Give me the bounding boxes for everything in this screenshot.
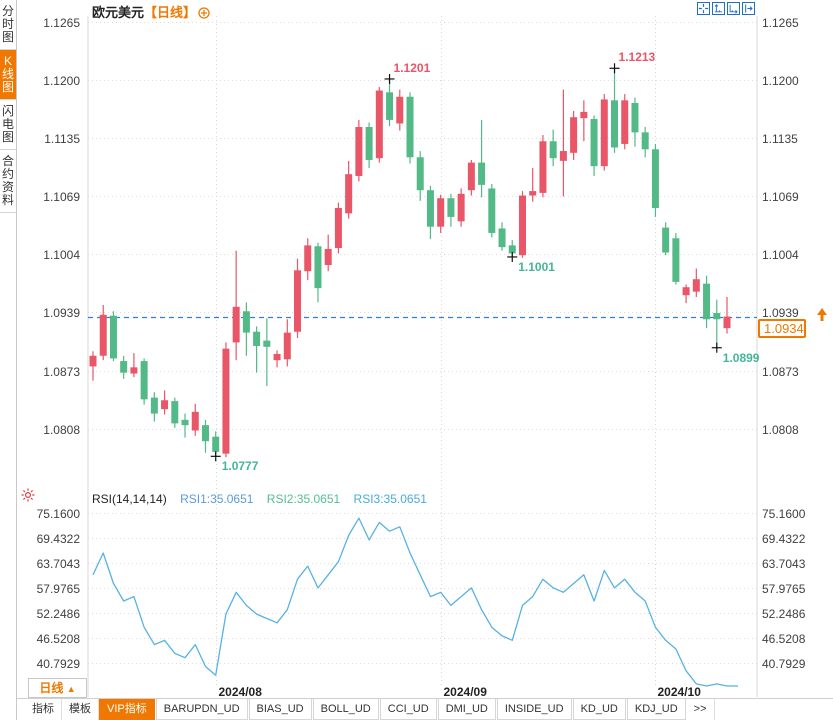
high-price-annotation: 1.1201 (393, 60, 431, 75)
add-circle-icon[interactable] (198, 7, 210, 22)
indicator-tab-boll-ud[interactable]: BOLL_UD (312, 699, 379, 720)
price-axis-label-left: 1.1200 (43, 73, 80, 88)
indicator-tab-cci-ud[interactable]: CCI_UD (379, 699, 437, 720)
indicator-tab-模板[interactable]: 模板 (62, 699, 99, 720)
rsi3-value-label: RSI3:35.0651 (353, 492, 427, 506)
zoom-axis-horizontal-icon[interactable] (727, 2, 740, 15)
indicator-tab--[interactable]: >> (687, 699, 715, 720)
rsi-header: RSI(14,14,14) RSI1:35.0651 RSI2:35.0651 … (92, 490, 427, 508)
rsi-axis-label-right: 46.5208 (762, 631, 806, 646)
price-axis-label-right: 1.1004 (762, 247, 799, 262)
rsi-axis-label-left: 57.9765 (36, 581, 80, 596)
rsi-axis-label-left: 40.7929 (36, 656, 80, 671)
symbol-name: 欧元美元 (92, 5, 145, 20)
price-axis-label-left: 1.0873 (43, 364, 80, 379)
price-axis-label-right: 1.0808 (762, 422, 799, 437)
price-axis-label-left: 1.1069 (43, 189, 80, 204)
pan-crosshair-icon[interactable] (697, 2, 710, 15)
rsi-axis-label-right: 57.9765 (762, 581, 806, 596)
sidebar-item-1[interactable]: 分时图 (0, 0, 16, 50)
price-axis-label-right: 1.0939 (762, 305, 799, 320)
low-price-annotation: 1.1001 (518, 259, 555, 274)
scroll-to-latest-icon[interactable] (742, 2, 755, 15)
period-selector[interactable]: 日线 ▲ (28, 678, 87, 698)
indicator-tab-kdj-ud[interactable]: KDJ_UD (626, 699, 686, 720)
rsi-axis-label-left: 52.2486 (36, 606, 80, 621)
period-selector-label: 日线 (39, 681, 64, 695)
indicator-tab-barupdn-ud[interactable]: BARUPDN_UD (155, 699, 248, 720)
rsi-axis-label-right: 63.7043 (762, 556, 806, 571)
price-axis-label-right: 1.1069 (762, 189, 799, 204)
indicator-tab-vip指标[interactable]: VIP指标 (99, 699, 155, 720)
chart-toolbar (697, 2, 755, 15)
x-axis-month-label: 2024/08 (218, 685, 262, 699)
price-axis-label-right: 1.0873 (762, 364, 799, 379)
price-axis-label-left: 1.0808 (43, 422, 80, 437)
rsi-axis-label-left: 69.4322 (36, 531, 80, 546)
price-axis-label-right: 1.1135 (762, 131, 798, 146)
sidebar-item-2[interactable]: K线图 (0, 50, 16, 100)
indicator-tab-bar: 指标 模板 VIP指标 BARUPDN_UD BIAS_UD BOLL_UD CCI_UD D… (17, 698, 833, 720)
price-axis-label-left: 1.1004 (43, 247, 80, 262)
low-price-annotation: 1.0899 (722, 350, 760, 365)
rsi-params-label: RSI(14,14,14) (92, 492, 167, 506)
x-axis-month-label: 2024/09 (443, 685, 487, 699)
indicator-tab-bias-ud[interactable]: BIAS_UD (248, 699, 312, 720)
rsi-axis-label-right: 69.4322 (762, 531, 806, 546)
price-axis-label-left: 1.1265 (43, 15, 80, 30)
rsi1-value-label: RSI1:35.0651 (180, 492, 254, 506)
sidebar-item-4[interactable]: 合约资料 (0, 150, 16, 213)
chart-title: 欧元美元【日线】 (92, 2, 210, 20)
rsi-axis-label-left: 46.5208 (36, 631, 80, 646)
indicator-tab-kd-ud[interactable]: KD_UD (572, 699, 626, 720)
indicator-tab-dmi-ud[interactable]: DMI_UD (437, 699, 496, 720)
indicator-tab-指标[interactable]: 指标 (25, 699, 62, 720)
price-axis-label-right: 1.1265 (762, 15, 799, 30)
rsi-axis-label-right: 75.1600 (762, 506, 806, 521)
period-tag[interactable]: 【日线】 (144, 5, 197, 20)
rsi-axis-label-left: 75.1600 (36, 506, 80, 521)
indicator-tab-inside-ud[interactable]: INSIDE_UD (496, 699, 572, 720)
chart-type-sidebar: 分时图 K线图 闪电图 合约资料 (0, 0, 17, 720)
low-price-annotation: 1.0777 (221, 459, 259, 474)
price-axis-label-right: 1.1200 (762, 73, 799, 88)
rsi-axis-label-right: 52.2486 (762, 606, 806, 621)
zoom-axis-vertical-icon[interactable] (712, 2, 725, 15)
rsi-axis-label-right: 40.7929 (762, 656, 806, 671)
rsi2-value-label: RSI2:35.0651 (266, 492, 341, 506)
current-price-badge: 1.0934 (758, 319, 806, 338)
high-price-annotation: 1.1213 (618, 50, 656, 65)
period-up-arrow-icon: ▲ (66, 684, 76, 694)
x-axis-month-label: 2024/10 (657, 685, 701, 699)
price-axis-label-left: 1.1135 (44, 131, 80, 146)
rsi-axis-label-left: 63.7043 (36, 556, 80, 571)
sidebar-item-3[interactable]: 闪电图 (0, 100, 16, 150)
indicator-settings-icon[interactable] (21, 488, 35, 507)
price-axis-label-left: 1.0939 (43, 305, 80, 320)
